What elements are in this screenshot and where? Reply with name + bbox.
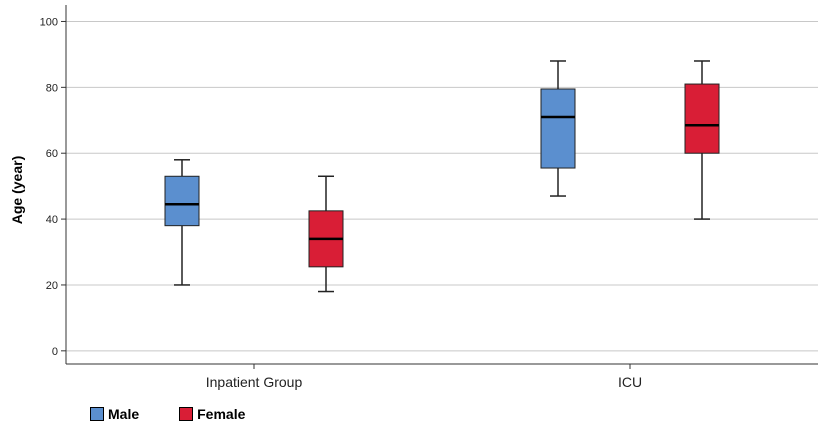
iqr-box bbox=[540, 88, 576, 169]
box-series bbox=[164, 60, 720, 293]
y-ticks: 0 20 40 60 80 100 bbox=[40, 16, 66, 358]
y-tick-label: 40 bbox=[46, 214, 58, 226]
box-male bbox=[540, 60, 576, 197]
legend-label-male: Male bbox=[108, 406, 140, 422]
iqr-box bbox=[164, 175, 200, 227]
box-female bbox=[308, 175, 344, 293]
legend-swatch-male bbox=[90, 407, 104, 421]
legend: Male Female bbox=[90, 406, 285, 422]
y-tick-label: 20 bbox=[46, 280, 58, 292]
legend-swatch-female bbox=[179, 407, 194, 421]
y-tick-label: 60 bbox=[46, 148, 58, 160]
y-axis-title: Age (year) bbox=[9, 156, 25, 224]
y-tick-label: 0 bbox=[52, 346, 58, 358]
legend-label-female: Female bbox=[197, 406, 246, 422]
x-category-labels: Inpatient Group ICU bbox=[206, 364, 642, 390]
legend-item-female: Female bbox=[179, 406, 245, 422]
x-category-label: ICU bbox=[618, 374, 642, 390]
box-male bbox=[164, 159, 200, 286]
iqr-box bbox=[684, 83, 720, 154]
legend-item-male: Male bbox=[90, 406, 139, 422]
y-tick-label: 80 bbox=[46, 82, 58, 94]
x-category-label: Inpatient Group bbox=[206, 374, 303, 390]
box-plot-chart: 0 20 40 60 80 100 Inpatient Group ICU Age (yea… bbox=[9, 5, 818, 390]
axes bbox=[65, 5, 818, 365]
y-tick-label: 100 bbox=[40, 16, 58, 28]
box-female bbox=[684, 60, 720, 220]
